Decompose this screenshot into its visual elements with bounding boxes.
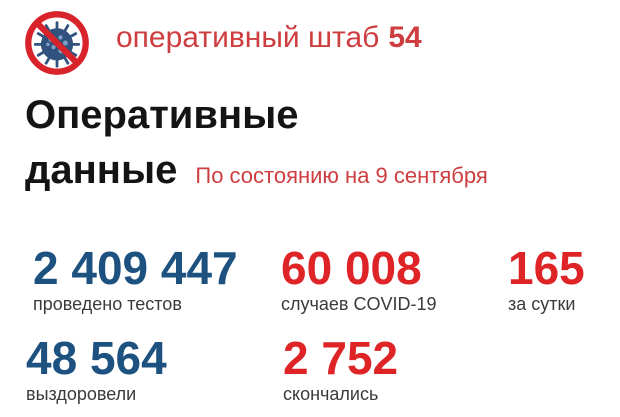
no-virus-icon: [22, 8, 92, 78]
stat-recovered: 48 564 выздоровели: [26, 335, 167, 404]
stat-cases: 60 008 случаев COVID-19: [281, 245, 437, 314]
stat-tests-value: 2 409 447: [33, 242, 238, 294]
as-of-date-note: По состоянию на 9 сентября: [195, 163, 488, 188]
stat-daily-cases: 165 за сутки: [508, 245, 585, 314]
brand-title: оперативный штаб 54: [116, 20, 422, 56]
page-title-line1: Оперативные: [25, 93, 299, 137]
stat-deaths-value: 2 752: [283, 332, 399, 384]
stat-tests-label: проведено тестов: [33, 294, 182, 314]
stat-cases-value: 60 008: [281, 242, 422, 294]
page-title: Оперативные данные По состоянию на 9 сен…: [25, 88, 488, 203]
stat-tests: 2 409 447 проведено тестов: [33, 245, 238, 314]
stat-cases-label: случаев COVID-19: [281, 294, 437, 314]
stat-deaths-label: скончались: [283, 384, 379, 404]
brand-title-number: 54: [388, 21, 422, 54]
stat-daily-cases-label: за сутки: [508, 294, 576, 314]
stat-daily-cases-value: 165: [508, 242, 585, 294]
stat-deaths: 2 752 скончались: [283, 335, 398, 404]
page-title-line2: данные: [25, 148, 178, 192]
stat-recovered-value: 48 564: [26, 332, 167, 384]
brand-title-text: оперативный штаб: [116, 21, 380, 54]
stat-recovered-label: выздоровели: [26, 384, 137, 404]
